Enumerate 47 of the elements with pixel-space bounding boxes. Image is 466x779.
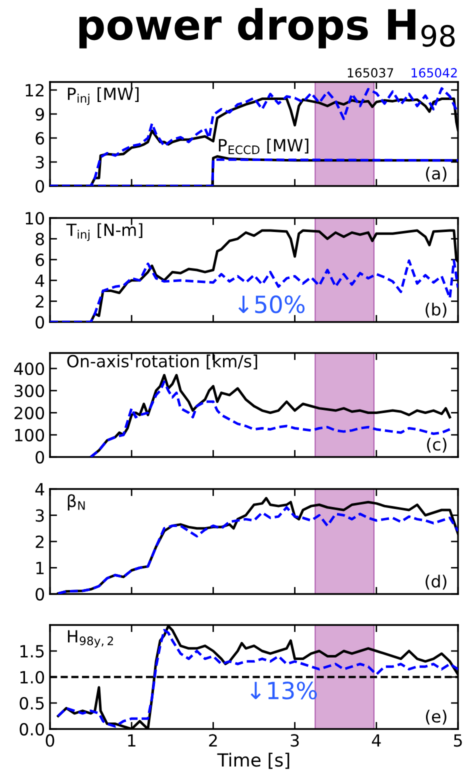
y-tick-label: 0 — [36, 316, 44, 329]
annotation: (a) — [426, 166, 446, 182]
y-tick-label: 300 — [14, 384, 44, 398]
y-tick-label: 0 — [36, 588, 44, 601]
annotation: β$_{N}$ — [68, 494, 85, 510]
chart-title: power drops H$_{98}$ — [79, 8, 455, 48]
annotation: (d) — [426, 574, 446, 590]
y-tick-label: 10 — [26, 212, 44, 225]
y-tick-label: 0 — [36, 450, 44, 464]
x-tick-label: 3 — [290, 734, 299, 747]
x-axis-title: Time [s] — [217, 752, 290, 769]
y-tick-label: 12 — [26, 84, 44, 96]
annotation: (e) — [426, 710, 446, 725]
y-tick-label: 9 — [36, 108, 44, 121]
x-tick-label: 0 — [46, 734, 54, 747]
y-tick-label: 1.5 — [20, 645, 44, 658]
y-tick-label: 2 — [36, 535, 44, 548]
y-tick-label: 2 — [36, 295, 44, 308]
x-tick-label: 5 — [454, 734, 462, 747]
y-tick-label: 1.0 — [20, 670, 44, 684]
annotation: (c) — [427, 438, 446, 453]
y-tick-label: 1 — [36, 562, 44, 574]
x-tick-label: 2 — [209, 734, 217, 747]
y-tick-label: 0.5 — [20, 696, 44, 710]
y-tick-label: 3 — [36, 156, 44, 169]
annotation: P$_{ECCD}$ [MW] — [218, 138, 308, 154]
annotation: (b) — [426, 302, 446, 318]
y-tick-label: 4 — [35, 274, 44, 287]
annotation: P$_{inj}$ [MW] — [68, 87, 139, 106]
y-tick-label: 0 — [36, 180, 44, 193]
y-tick-label: 0.0 — [20, 722, 44, 736]
y-tick-label: 6 — [36, 254, 44, 266]
x-tick-label: 1 — [128, 734, 136, 747]
series-label: 165037 — [348, 68, 394, 78]
annotation: ↓50% — [238, 295, 305, 314]
y-tick-label: 8 — [36, 232, 44, 246]
annotation: On-axis rotation [km/s] — [67, 354, 258, 370]
y-tick-label: 3 — [36, 509, 44, 522]
annotation: H$_{98y,2}$ — [68, 630, 113, 648]
y-tick-label: 100 — [15, 428, 44, 442]
y-tick-label: 4 — [35, 483, 44, 496]
y-tick-label: 200 — [14, 406, 44, 420]
y-tick-label: 6 — [36, 132, 44, 145]
annotation: T$_{inj}$ [N-m] — [66, 223, 142, 242]
x-tick-label: 4 — [372, 734, 381, 747]
y-tick-label: 400 — [14, 362, 44, 376]
series-label: 165042 — [412, 68, 457, 78]
